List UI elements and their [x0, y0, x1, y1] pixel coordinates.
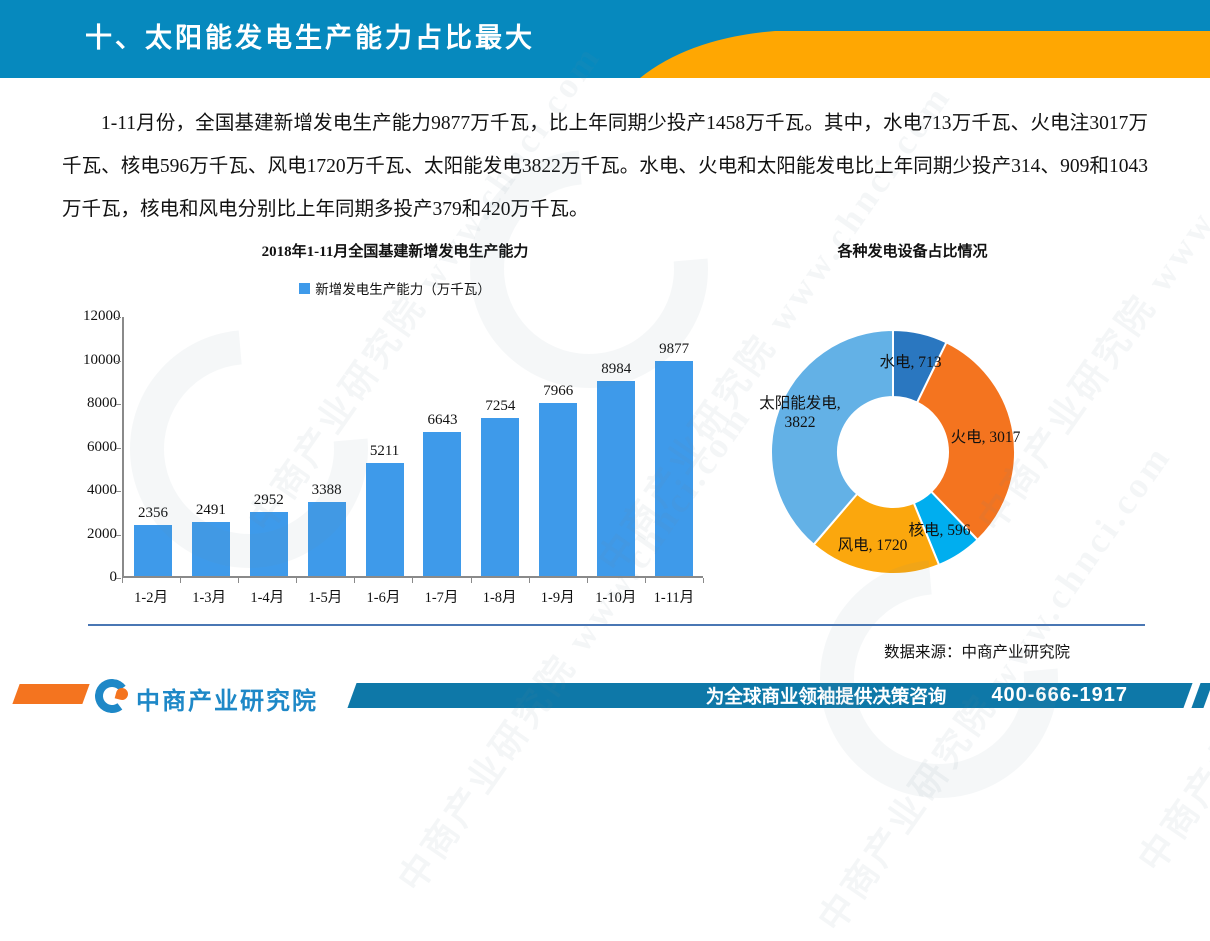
- y-axis-tick: [116, 317, 121, 318]
- y-axis-tick-label: 2000: [87, 525, 117, 542]
- donut-slice-太阳能发电: [770, 329, 894, 547]
- y-axis-tick: [116, 404, 121, 405]
- bar-data-label: 9877: [659, 341, 690, 358]
- bar-slot: 3388: [298, 482, 356, 576]
- bar-data-label: 5211: [369, 442, 400, 459]
- header-orange-swoosh: [640, 31, 1210, 78]
- donut-chart: [770, 329, 1016, 575]
- donut-slice-风电: [812, 492, 941, 575]
- donut-label-solar: 太阳能发电, 3822: [759, 395, 841, 431]
- footer-slogan: 为全球商业领袖提供决策咨询: [705, 685, 947, 707]
- x-axis-tick-label: 1-10月: [595, 590, 637, 606]
- y-axis-tick-label: 0: [109, 569, 118, 585]
- bar-data-label: 7254: [485, 398, 516, 415]
- bar-slot: 2491: [182, 502, 240, 576]
- x-axis-tick: [530, 578, 588, 583]
- bar-data-label: 2952: [253, 491, 284, 508]
- x-axis-tick: [239, 578, 298, 583]
- y-axis-tick: [116, 534, 121, 536]
- bar: [597, 380, 636, 576]
- donut-label-wind: 风电, 1720: [837, 537, 908, 554]
- x-axis-tick: [646, 578, 704, 583]
- y-axis-tick-label: 12000: [83, 308, 121, 324]
- bar: [307, 502, 346, 576]
- data-source-note: 数据来源：中商产业研究院: [883, 644, 1070, 661]
- x-axis-tick-label: 1-11月: [653, 590, 695, 606]
- y-axis-tick: [116, 447, 121, 449]
- donut-chart-title: 各种发电设备占比情况: [837, 244, 988, 260]
- bar: [133, 524, 172, 576]
- watermark-text: 中商产业研究院 www.chnci.com: [1130, 377, 1210, 879]
- page-title: 十、太阳能发电生产能力占比最大: [85, 23, 535, 53]
- y-axis-tick-label: 6000: [87, 438, 117, 455]
- bar-slot: 7254: [471, 398, 529, 576]
- bar-slot: 2356: [124, 505, 182, 576]
- x-axis-tick-label: 1-6月: [366, 590, 401, 606]
- page-header: 十、太阳能发电生产能力占比最大: [0, 0, 1210, 78]
- bar-slot: 5211: [356, 443, 414, 576]
- bar-slot: 6643: [414, 412, 472, 576]
- y-axis-tick: [116, 360, 121, 362]
- bar-data-label: 8984: [601, 360, 632, 377]
- bar-slot: 7966: [529, 383, 587, 576]
- bar-data-label: 2356: [137, 504, 168, 521]
- bar-slot: 8984: [587, 361, 645, 576]
- summary-paragraph: 1-11月份，全国基建新增发电生产能力9877万千瓦，比上年同期少投产1458万…: [62, 113, 1148, 220]
- y-axis-tick-label: 10000: [83, 351, 121, 368]
- bar: [423, 431, 462, 576]
- bar: [365, 462, 404, 576]
- footer-bar-end-slash: [1191, 683, 1210, 708]
- bar: [191, 521, 230, 576]
- legend-swatch-icon: [299, 282, 311, 294]
- divider-line: [88, 624, 1145, 626]
- x-axis-tick-label: 1-3月: [192, 590, 227, 606]
- bar-data-label: 3388: [311, 482, 342, 499]
- brand-name: 中商产业研究院: [136, 688, 318, 715]
- y-axis-tick-label: 4000: [87, 482, 117, 498]
- bar: [539, 402, 578, 576]
- bars-row: 2356 2491 2952 3388 5211 6643 7254 7966 8984 9877: [124, 317, 703, 576]
- x-axis-tick: [355, 578, 414, 583]
- x-axis-tick: [472, 578, 530, 583]
- x-axis-tick-label: 1-2月: [134, 590, 168, 606]
- x-axis-tick-label: 1-8月: [482, 590, 517, 606]
- bar: [481, 418, 520, 576]
- y-axis-tick: [116, 491, 121, 492]
- bar-slot: 2952: [240, 492, 298, 576]
- x-axis-tick: [297, 578, 356, 583]
- footer-bar-content: 为全球商业领袖提供决策咨询 400-666-1917: [352, 683, 1188, 708]
- donut-slice-火电: [915, 341, 1016, 542]
- footer-accent-shape: [12, 684, 90, 704]
- legend-label: 新增发电生产能力（万千瓦）: [315, 282, 491, 297]
- bar-chart-legend: 新增发电生产能力（万千瓦）: [215, 278, 575, 298]
- x-axis-tick: [181, 578, 240, 583]
- x-axis-tick-label: 1-5月: [308, 590, 343, 606]
- y-axis-tick-label: 8000: [87, 395, 117, 411]
- page-footer: 中商产业研究院 为全球商业领袖提供决策咨询 400-666-1917: [0, 676, 1210, 716]
- x-axis-tick: [123, 578, 182, 583]
- header-background: [0, 0, 1210, 78]
- bar-slot: 9877: [645, 341, 703, 576]
- brand-logo-icon: [92, 676, 132, 716]
- x-axis-tick: [588, 578, 646, 583]
- bar-plot: 2356 2491 2952 3388 5211 6643 7254 7966 8984 9877: [122, 317, 703, 578]
- bar-data-label: 2491: [195, 501, 226, 518]
- bar: [655, 361, 694, 576]
- x-axis-labels: 1-2月 1-3月 1-4月 1-5月 1-6月 1-7月 1-8月 1-9月 1-10月 1-1…: [122, 586, 703, 607]
- bar: [249, 511, 288, 576]
- x-axis-tick-label: 1-9月: [540, 590, 575, 606]
- donut-label-nuclear: 核电, 596: [908, 522, 971, 539]
- donut-label-hydro: 水电, 713: [879, 354, 942, 371]
- bar-data-label: 6643: [427, 411, 458, 428]
- bar-data-label: 7966: [543, 382, 574, 399]
- x-axis-ticks: [122, 578, 704, 583]
- x-axis-tick-label: 1-7月: [424, 590, 459, 606]
- y-axis-tick: [116, 578, 121, 579]
- x-axis-tick-label: 1-4月: [250, 590, 285, 606]
- x-axis-tick: [413, 578, 472, 583]
- donut-label-thermal: 火电, 3017: [950, 429, 1021, 446]
- bar-chart-title: 2018年1-11月全国基建新增发电生产能力: [261, 244, 529, 260]
- bar-chart: 2356 2491 2952 3388 5211 6643 7254 7966 8984 9877…: [83, 305, 715, 615]
- footer-phone-number: 400-666-1917: [991, 684, 1128, 706]
